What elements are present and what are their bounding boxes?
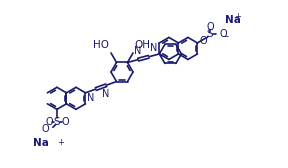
Text: O: O	[199, 36, 207, 46]
Text: N: N	[150, 43, 157, 53]
Text: N: N	[88, 93, 95, 103]
Text: −: −	[222, 32, 228, 41]
Text: Na: Na	[33, 138, 49, 148]
Text: N: N	[103, 89, 110, 99]
Text: +: +	[234, 12, 241, 22]
Text: O: O	[206, 23, 214, 32]
Text: S: S	[54, 117, 60, 127]
Text: +: +	[57, 138, 64, 147]
Text: O: O	[41, 124, 49, 134]
Text: O: O	[219, 29, 227, 39]
Text: Na: Na	[225, 15, 241, 25]
Text: S: S	[207, 29, 213, 39]
Text: N: N	[134, 46, 142, 56]
Text: HO: HO	[93, 40, 109, 50]
Text: OH: OH	[134, 40, 150, 50]
Text: O: O	[61, 117, 69, 127]
Text: O: O	[45, 117, 53, 127]
